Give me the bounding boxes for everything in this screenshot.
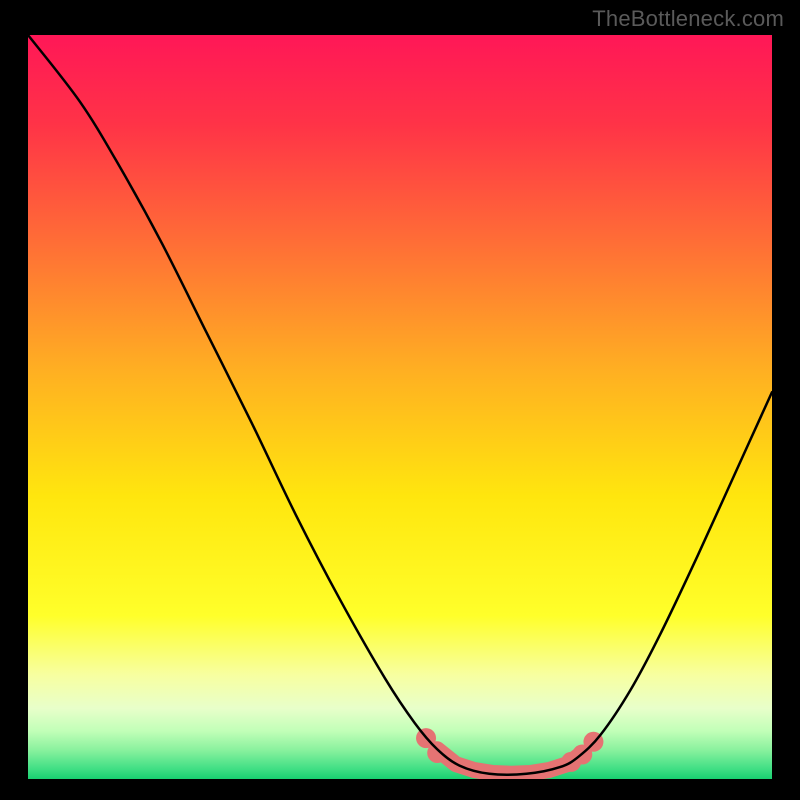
bottleneck-curve [28,35,772,775]
chart-svg-layer [28,35,772,779]
attribution-text: TheBottleneck.com [592,6,784,32]
optimal-range-highlight [437,749,582,774]
highlight-dot [427,743,447,763]
chart-plot-area [28,35,772,779]
